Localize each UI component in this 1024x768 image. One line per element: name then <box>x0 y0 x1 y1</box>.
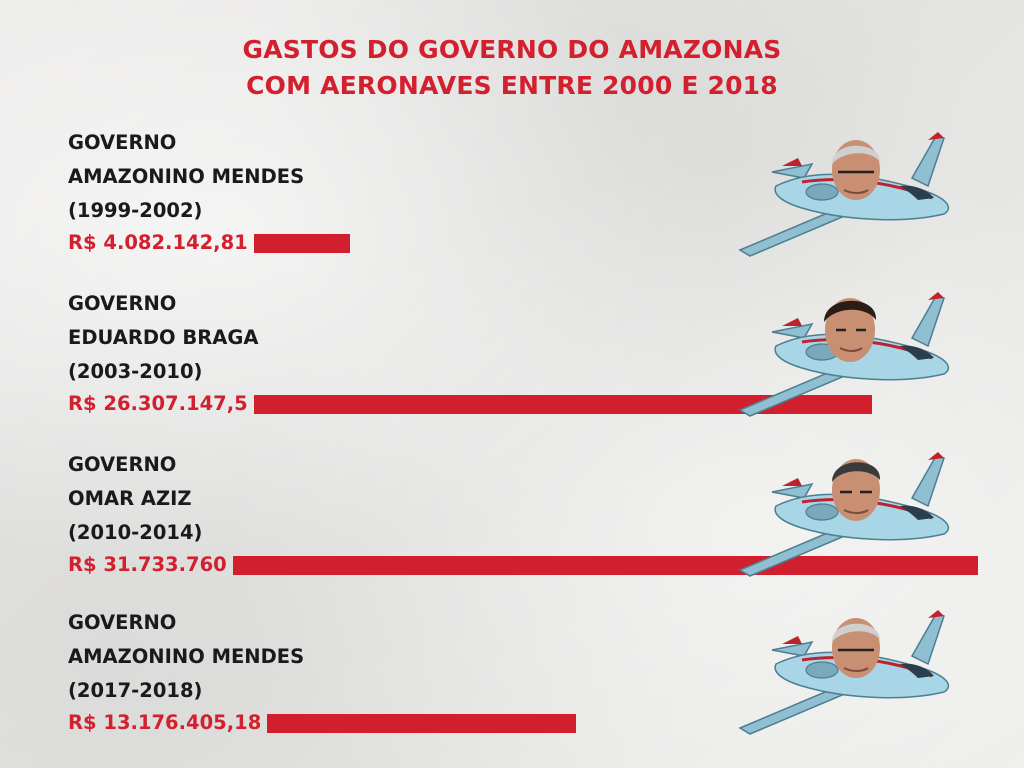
government-label: GOVERNO <box>68 131 177 154</box>
chart-title-line-1: GASTOS DO GOVERNO DO AMAZONAS <box>242 35 782 64</box>
government-period: (2010-2014) <box>68 521 203 544</box>
jet-airplane-illustration-3 <box>738 452 950 577</box>
government-period: (2003-2010) <box>68 360 203 383</box>
governor-name: AMAZONINO MENDES <box>68 165 305 188</box>
government-label: GOVERNO <box>68 453 177 476</box>
government-label: GOVERNO <box>68 611 177 634</box>
government-group-2: GOVERNO EDUARDO BRAGA (2003-2010) R$ 26.… <box>68 287 872 415</box>
spending-bar <box>233 556 978 575</box>
politician-caricature-icon <box>824 298 877 362</box>
politician-caricature-icon <box>832 459 881 521</box>
government-period: (1999-2002) <box>68 199 203 222</box>
spending-bar <box>254 234 350 253</box>
government-label: GOVERNO <box>68 292 177 315</box>
government-group-3: GOVERNO OMAR AZIZ (2010-2014) R$ 31.733.… <box>68 448 978 576</box>
spending-bar <box>267 714 576 733</box>
jet-airplane-illustration-1 <box>738 132 950 257</box>
value-label: R$ 4.082.142,81 <box>68 231 248 254</box>
value-label: R$ 26.307.147,5 <box>68 392 248 415</box>
government-group-4: GOVERNO AMAZONINO MENDES (2017-2018) R$ … <box>68 606 576 734</box>
chart-title-line-2: COM AERONAVES ENTRE 2000 E 2018 <box>246 71 778 100</box>
governor-name: EDUARDO BRAGA <box>68 326 259 349</box>
value-label: R$ 31.733.760 <box>68 553 227 576</box>
politician-caricature-icon <box>832 618 880 678</box>
governor-name: OMAR AZIZ <box>68 487 192 510</box>
governor-name: AMAZONINO MENDES <box>68 645 305 668</box>
chart-title: GASTOS DO GOVERNO DO AMAZONAS COM AERONA… <box>0 32 1024 104</box>
jet-airplane-illustration-4 <box>738 610 950 735</box>
jet-airplane-illustration-2 <box>738 292 950 417</box>
government-period: (2017-2018) <box>68 679 203 702</box>
politician-caricature-icon <box>832 140 880 200</box>
spending-bar <box>254 395 872 414</box>
government-group-1: GOVERNO AMAZONINO MENDES (1999-2002) R$ … <box>68 126 350 254</box>
value-label: R$ 13.176.405,18 <box>68 711 262 734</box>
